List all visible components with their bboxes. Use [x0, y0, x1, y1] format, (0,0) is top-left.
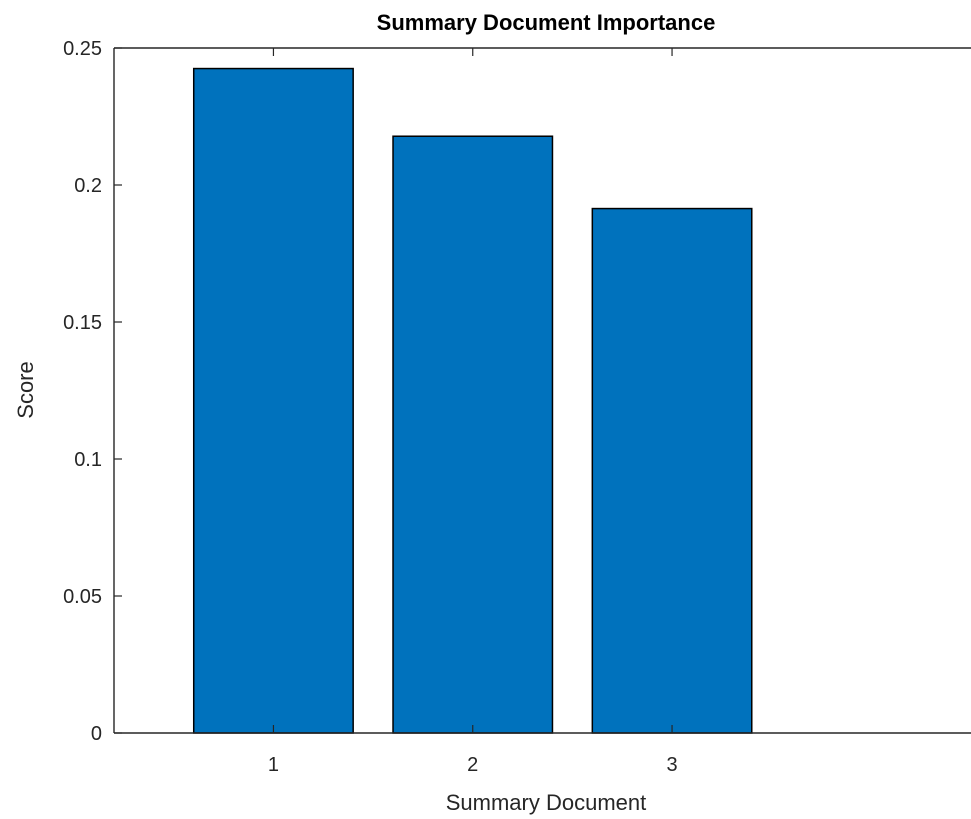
x-tick-label: 1: [268, 754, 279, 776]
x-tick-label: 3: [666, 754, 677, 776]
x-axis-label: Summary Document: [446, 790, 647, 815]
y-tick-label: 0.1: [74, 449, 102, 471]
bar-3: [591, 207, 753, 734]
bar-2: [392, 135, 554, 734]
y-ticks-group: 0 0.05 0.1 0.15 0.2 0.25: [63, 38, 122, 745]
y-axis-label: Score: [13, 361, 38, 418]
y-tick-label: 0.25: [63, 38, 102, 60]
y-tick-label: 0: [91, 723, 102, 745]
chart-title: Summary Document Importance: [377, 10, 716, 35]
x-ticks-group: 1 2 3: [268, 48, 678, 776]
bar-1: [192, 67, 354, 734]
y-tick-label: 0.05: [63, 586, 102, 608]
y-tick-label: 0.2: [74, 175, 102, 197]
x-tick-label: 2: [467, 754, 478, 776]
bars-group: [192, 67, 753, 734]
y-tick-label: 0.15: [63, 312, 102, 334]
